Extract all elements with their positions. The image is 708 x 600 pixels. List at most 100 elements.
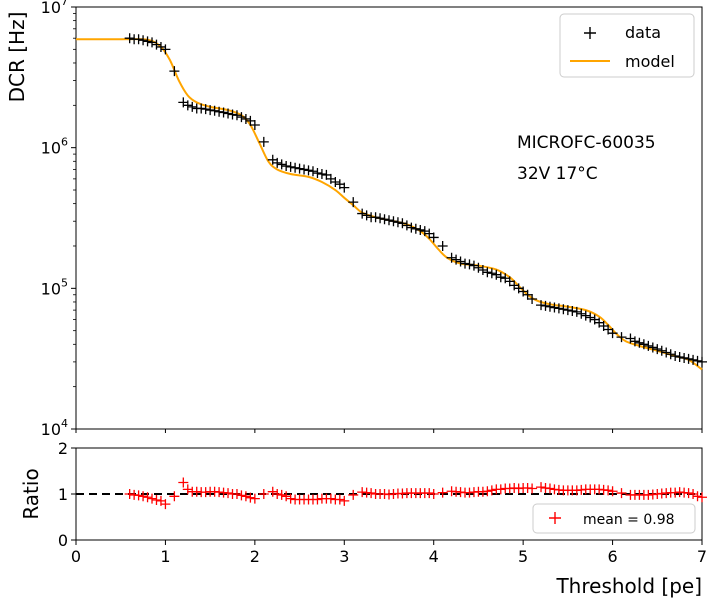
ratio-y-tick-label: 0: [58, 531, 68, 550]
ratio-point: [544, 483, 555, 494]
x-tick-label: 2: [250, 547, 260, 566]
data-point: [330, 177, 341, 188]
x-axis-label: Threshold [pe]: [555, 574, 702, 598]
data-point: [419, 226, 430, 237]
y-tick-label: 105: [41, 276, 68, 298]
data-point: [182, 100, 193, 111]
data-point: [312, 168, 323, 179]
x-tick-label: 5: [518, 547, 528, 566]
data-point: [214, 106, 225, 117]
data-point: [245, 115, 256, 126]
data-point: [607, 328, 618, 339]
ratio-point: [325, 493, 336, 504]
data-point: [580, 310, 591, 321]
data-point: [281, 161, 292, 172]
data-point: [558, 304, 569, 315]
data-point: [316, 168, 327, 179]
data-point: [294, 163, 305, 174]
data-point: [151, 39, 162, 50]
data-point: [679, 352, 690, 363]
ratio-point: [334, 494, 345, 505]
data-point: [147, 37, 158, 48]
data-point: [661, 347, 672, 358]
ratio-point: [683, 488, 694, 499]
ratio-y-tick-label: 2: [58, 439, 68, 458]
data-point: [522, 289, 533, 300]
data-point: [683, 353, 694, 364]
data-point: [169, 66, 180, 77]
ratio-point: [160, 499, 171, 510]
ratio-plot-marks: [76, 477, 707, 510]
ratio-point: [692, 491, 703, 502]
data-point: [643, 340, 654, 351]
data-point: [205, 105, 216, 116]
data-point: [647, 342, 658, 353]
data-point: [138, 35, 149, 46]
data-point: [670, 351, 681, 362]
device-annotation: MICROFC-60035: [517, 133, 656, 153]
data-point: [527, 293, 538, 304]
main-plot-marks: [75, 33, 707, 371]
data-point: [446, 252, 457, 263]
ratio-y-axis-label: Ratio: [19, 468, 43, 519]
ratio-point: [339, 495, 350, 506]
data-point: [155, 41, 166, 52]
data-point: [486, 268, 497, 279]
ratio-point: [428, 489, 439, 499]
data-point: [697, 356, 707, 367]
data-point: [540, 300, 551, 311]
ratio-point: [527, 483, 538, 494]
ratio-point: [281, 491, 292, 502]
ratio-point: [437, 487, 448, 498]
data-point: [231, 110, 242, 121]
data-point: [200, 104, 211, 115]
ratio-point: [138, 491, 149, 502]
y-tick-label: 107: [41, 0, 68, 17]
ratio-point: [607, 486, 618, 497]
data-point: [634, 337, 645, 348]
ratio-point: [240, 491, 251, 502]
x-tick-label: 4: [429, 547, 439, 566]
ratio-point: [697, 492, 707, 503]
ratio-point: [249, 493, 260, 504]
data-point: [428, 232, 439, 243]
y-tick-label: 104: [41, 417, 68, 439]
x-tick-label: 3: [339, 547, 349, 566]
data-point: [392, 217, 403, 228]
legend-mean-label: mean = 0.98: [583, 512, 675, 528]
ratio-point: [616, 488, 627, 499]
data-point: [549, 302, 560, 313]
ratio-legend: mean = 0.98: [532, 503, 696, 534]
data-point: [616, 332, 627, 343]
ratio-point: [536, 482, 547, 493]
ratio-point: [245, 492, 256, 503]
data-point: [665, 349, 676, 360]
data-point: [415, 224, 426, 235]
data-point: [303, 165, 314, 176]
data-point: [562, 305, 573, 316]
data-point: [652, 344, 663, 355]
data-point: [227, 109, 238, 120]
ratio-point: [223, 488, 234, 499]
data-point: [576, 308, 587, 319]
data-point: [473, 262, 484, 273]
data-point: [455, 256, 466, 267]
data-point: [553, 303, 564, 314]
data-point: [495, 272, 506, 283]
data-point: [544, 301, 555, 312]
data-point: [692, 355, 703, 366]
data-point: [688, 354, 699, 365]
ratio-point: [276, 489, 287, 500]
ratio-point: [231, 489, 242, 499]
data-point: [285, 161, 296, 172]
ratio-point: [486, 485, 497, 496]
ratio-point: [482, 486, 493, 497]
data-point: [218, 107, 229, 118]
ratio-point: [603, 485, 614, 496]
data-point: [629, 336, 640, 347]
data-point: [223, 108, 234, 119]
data-point: [258, 136, 269, 147]
ratio-point: [272, 489, 283, 499]
data-point: [674, 351, 685, 362]
data-point: [656, 345, 667, 356]
